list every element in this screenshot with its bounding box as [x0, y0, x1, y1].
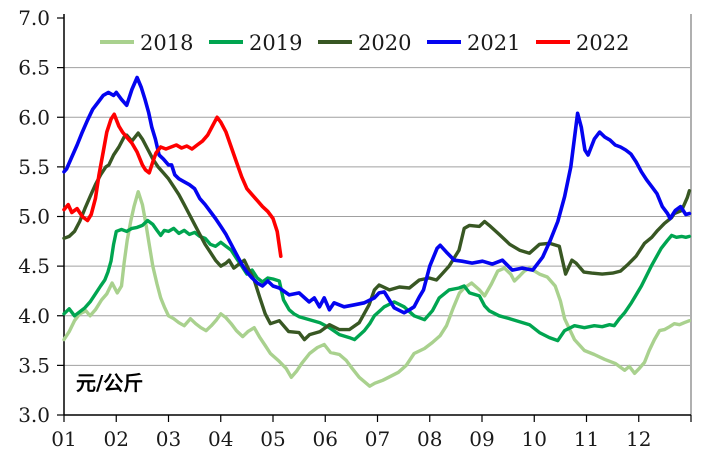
x-axis-tick-label: 02 [104, 427, 129, 451]
y-axis-tick-label: 5.0 [18, 205, 50, 229]
y-axis-tick-label: 6.0 [18, 105, 50, 129]
y-axis-tick-label: 5.5 [18, 155, 50, 179]
unit-label: 元/公斤 [76, 371, 143, 395]
x-axis-tick-label: 01 [51, 427, 76, 451]
y-axis-tick-label: 3.5 [18, 353, 50, 377]
x-axis-tick-label: 10 [522, 427, 547, 451]
x-axis-tick-label: 07 [365, 427, 390, 451]
series-line-2021 [62, 75, 692, 315]
y-axis-tick-label: 6.5 [18, 56, 50, 80]
series-line-2020 [62, 131, 692, 342]
y-axis-tick-label: 3.0 [18, 403, 50, 427]
legend-label-2018: 2018 [140, 31, 193, 55]
x-axis-tick-label: 04 [208, 427, 233, 451]
x-axis-tick-label: 03 [156, 427, 181, 451]
x-axis-tick-label: 08 [417, 427, 442, 451]
x-axis-tick-label: 11 [574, 427, 599, 451]
y-axis-tick-label: 7.0 [18, 6, 50, 30]
series-line-2019 [62, 218, 692, 343]
legend-label-2021: 2021 [467, 31, 520, 55]
x-axis-tick-label: 05 [260, 427, 285, 451]
legend-label-2019: 2019 [249, 31, 302, 55]
x-axis-tick-label: 09 [469, 427, 494, 451]
series-line-2022 [62, 112, 283, 259]
series-line-2018 [62, 189, 692, 388]
y-axis-tick-label: 4.0 [18, 304, 50, 328]
x-axis-tick-label: 06 [313, 427, 338, 451]
y-axis-tick-label: 4.5 [18, 254, 50, 278]
legend-label-2020: 2020 [358, 31, 411, 55]
legend-label-2022: 2022 [576, 31, 629, 55]
x-axis-tick-label: 12 [626, 427, 651, 451]
